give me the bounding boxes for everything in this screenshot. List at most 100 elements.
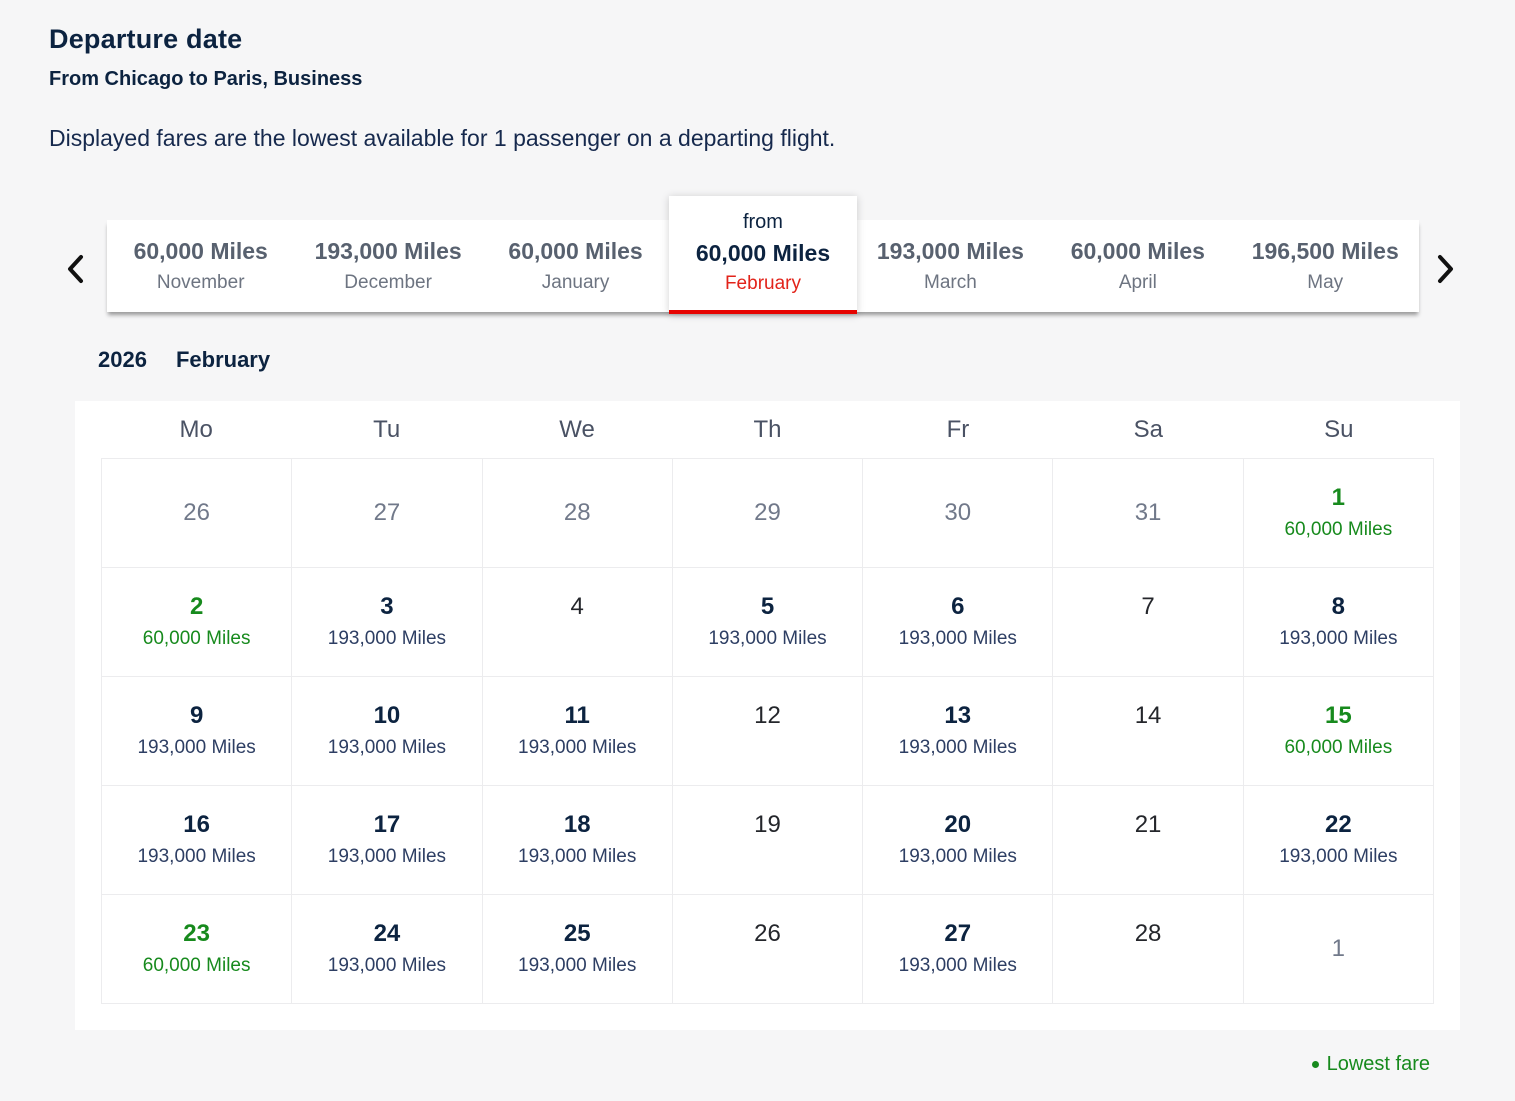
fare-label: 193,000 Miles <box>898 628 1017 649</box>
day-number: 5 <box>760 593 775 620</box>
fare-label: 60,000 Miles <box>142 628 251 649</box>
weekday-label: Mo <box>179 415 213 443</box>
day-cell[interactable]: 8 193,000 Miles <box>1243 568 1434 677</box>
month-strip: 60,000 Miles November 193,000 Miles Dece… <box>107 196 1419 314</box>
day-cell[interactable]: 22 193,000 Miles <box>1243 786 1434 895</box>
month-miles: 60,000 Miles <box>1070 238 1205 264</box>
day-number: 12 <box>754 702 781 729</box>
month-tab-april[interactable]: 60,000 Miles April <box>1044 220 1231 312</box>
month-name: November <box>156 272 245 293</box>
fare-label: 60,000 Miles <box>142 955 251 976</box>
day-number: 17 <box>373 811 401 838</box>
day-number: 27 <box>373 499 401 526</box>
day-number: 1 <box>1331 484 1346 511</box>
fare-label: 193,000 Miles <box>327 846 447 867</box>
month-name: January <box>541 272 610 293</box>
day-cell[interactable]: 27 193,000 Miles <box>863 895 1054 1004</box>
month-name: March <box>924 272 977 293</box>
month-tab-january[interactable]: 60,000 Miles January <box>482 220 669 312</box>
day-number: 31 <box>1134 499 1162 526</box>
day-cell[interactable]: 5 193,000 Miles <box>672 568 864 677</box>
day-number: 10 <box>373 702 401 729</box>
day-cell[interactable]: 1 60,000 Miles <box>1243 459 1434 568</box>
month-name: February <box>724 273 801 294</box>
day-cell: 19 <box>672 786 864 895</box>
day-cell[interactable]: 9 193,000 Miles <box>102 677 293 786</box>
day-number: 26 <box>183 499 210 526</box>
day-cell[interactable]: 16 193,000 Miles <box>102 786 293 895</box>
weekday-label: Fr <box>946 415 970 443</box>
day-cell[interactable]: 13 193,000 Miles <box>863 677 1054 786</box>
month-carousel: 60,000 Miles November 193,000 Miles Dece… <box>49 196 1466 316</box>
day-cell: 27 <box>292 459 483 568</box>
day-number: 22 <box>1325 811 1352 838</box>
fare-label: 193,000 Miles <box>708 628 827 649</box>
day-cell[interactable]: 23 60,000 Miles <box>102 895 293 1004</box>
day-number: 26 <box>754 920 781 947</box>
day-cell[interactable]: 15 60,000 Miles <box>1243 677 1434 786</box>
month-tab-december[interactable]: 193,000 Miles December <box>294 220 481 312</box>
calendar-month-heading: 2026 February <box>98 347 270 373</box>
day-cell: 26 <box>672 895 864 1004</box>
day-number: 23 <box>183 920 210 947</box>
fare-label: 60,000 Miles <box>1284 737 1393 758</box>
day-cell[interactable]: 10 193,000 Miles <box>292 677 483 786</box>
day-number: 18 <box>563 811 591 838</box>
day-cell: 1 <box>1243 895 1434 1004</box>
weekday-label: We <box>559 415 595 443</box>
month-tab-may[interactable]: 196,500 Miles May <box>1232 220 1419 312</box>
page-title: Departure date <box>49 24 243 54</box>
month-miles: 193,000 Miles <box>876 238 1024 264</box>
month-miles: 193,000 Miles <box>314 238 462 264</box>
day-number: 3 <box>380 593 394 620</box>
prev-months-button[interactable] <box>55 246 95 292</box>
day-number: 9 <box>189 702 204 729</box>
month-miles: 60,000 Miles <box>695 240 831 266</box>
day-cell[interactable]: 18 193,000 Miles <box>482 786 673 895</box>
month-name: April <box>1118 272 1157 293</box>
day-cell: 4 <box>482 568 673 677</box>
fare-label: 193,000 Miles <box>327 737 447 758</box>
route-subtitle: From Chicago to Paris, Business <box>49 68 363 90</box>
fare-label: 193,000 Miles <box>327 628 447 649</box>
fare-label: 193,000 Miles <box>327 955 447 976</box>
fare-label: 193,000 Miles <box>518 955 637 976</box>
next-months-button[interactable] <box>1426 246 1466 292</box>
day-cell[interactable]: 25 193,000 Miles <box>482 895 673 1004</box>
day-cell[interactable]: 11 193,000 Miles <box>482 677 673 786</box>
day-cell: 7 <box>1053 568 1244 677</box>
day-number: 8 <box>1331 593 1346 620</box>
fare-label: 193,000 Miles <box>518 846 637 867</box>
day-number: 16 <box>183 811 210 838</box>
weekday-label: Su <box>1324 415 1354 443</box>
calendar-grid: 26 27 28 29 30 31 1 60,000 Miles 2 60,000 … <box>101 458 1434 1004</box>
day-cell[interactable]: 20 193,000 Miles <box>863 786 1054 895</box>
day-number: 15 <box>1325 702 1352 729</box>
day-cell[interactable]: 24 193,000 Miles <box>292 895 483 1004</box>
fare-label: 193,000 Miles <box>518 737 637 758</box>
day-cell: 31 <box>1053 459 1244 568</box>
day-number: 25 <box>563 920 591 947</box>
day-number: 29 <box>754 499 781 526</box>
day-number: 19 <box>754 811 781 838</box>
day-cell[interactable]: 2 60,000 Miles <box>102 568 293 677</box>
fare-label: 193,000 Miles <box>137 737 256 758</box>
month-tab-march[interactable]: 193,000 Miles March <box>857 220 1044 312</box>
day-number: 30 <box>944 499 972 526</box>
day-number: 20 <box>944 811 972 838</box>
fare-label: 193,000 Miles <box>898 737 1017 758</box>
day-cell: 28 <box>1053 895 1244 1004</box>
day-cell[interactable]: 17 193,000 Miles <box>292 786 483 895</box>
lowest-fare-dot-icon <box>1311 1061 1319 1068</box>
month-tab-november[interactable]: 60,000 Miles November <box>107 220 294 312</box>
fare-disclaimer: Displayed fares are the lowest available… <box>49 125 836 151</box>
month-tab-february-selected[interactable]: from 60,000 Miles February <box>669 196 857 314</box>
day-number: 28 <box>563 499 591 526</box>
day-number: 11 <box>564 702 590 729</box>
weekday-label: Tu <box>373 415 401 443</box>
day-cell[interactable]: 3 193,000 Miles <box>292 568 483 677</box>
fare-label: 193,000 Miles <box>898 846 1017 867</box>
fare-label: 193,000 Miles <box>1279 628 1398 649</box>
day-cell[interactable]: 6 193,000 Miles <box>863 568 1054 677</box>
day-number: 27 <box>944 920 972 947</box>
